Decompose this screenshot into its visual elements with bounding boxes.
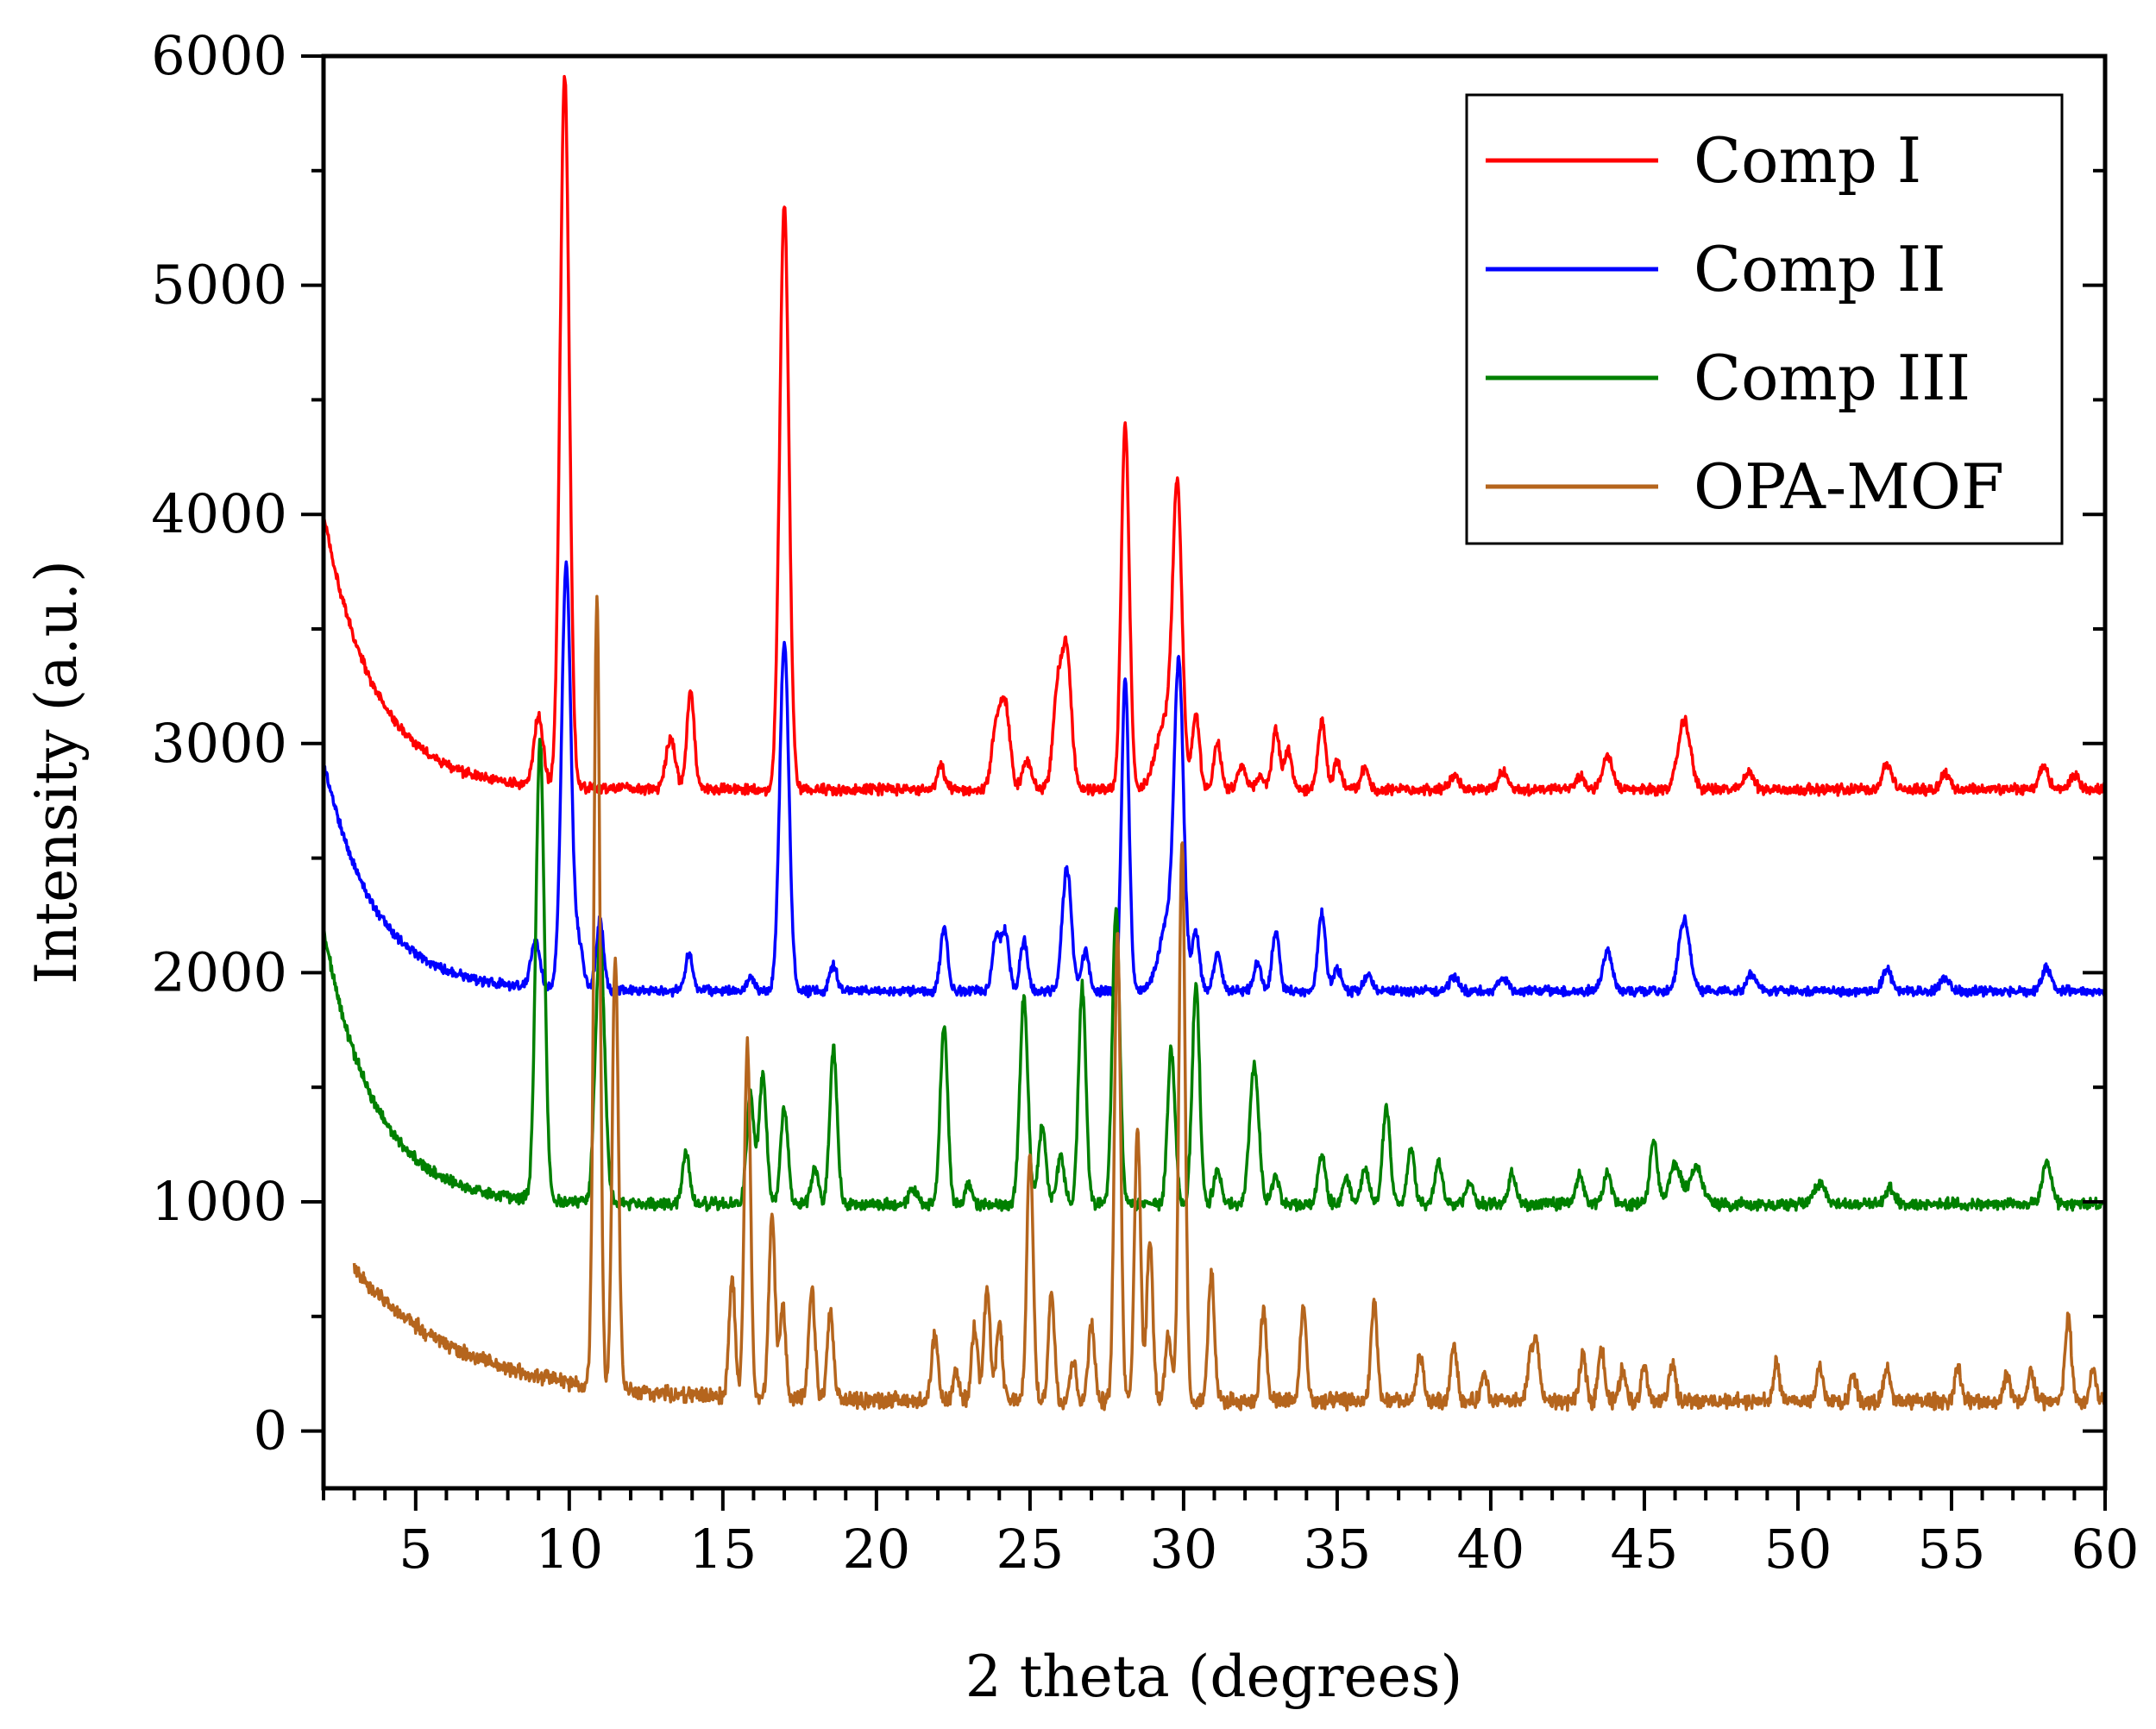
y-tick-label: 4000: [151, 482, 287, 545]
x-tick-label: 10: [535, 1518, 603, 1581]
x-tick-label: 40: [1456, 1518, 1524, 1581]
series-line: [322, 560, 2107, 999]
x-tick-label: 45: [1610, 1518, 1678, 1581]
x-axis-title: 2 theta (degrees): [965, 1644, 1463, 1710]
legend: Comp I Comp II Comp III OPA-MOF: [1465, 93, 2064, 545]
y-axis: 0 1000 2000 3000 4000 5000 6000: [151, 24, 2105, 1462]
x-tick-label: 5: [399, 1518, 432, 1581]
legend-label: OPA-MOF: [1694, 450, 2004, 523]
legend-box: [1465, 93, 2064, 545]
series-layer: [322, 74, 2107, 1412]
x-tick-label: 30: [1149, 1518, 1217, 1581]
x-tick-label: 60: [2071, 1518, 2140, 1581]
x-tick-label: 25: [996, 1518, 1064, 1581]
y-tick-label: 0: [254, 1399, 287, 1462]
y-tick-label: 6000: [151, 24, 287, 87]
y-tick-label: 1000: [151, 1170, 287, 1233]
x-tick-label: 20: [842, 1518, 910, 1581]
y-axis-title: Intensity (a.u.): [23, 560, 90, 984]
x-axis: 5 10 15 20 25 30 35 40 45 50 55 60: [322, 1488, 2140, 1581]
legend-label: Comp III: [1694, 342, 1971, 414]
legend-label: Comp I: [1694, 124, 1921, 197]
x-tick-label: 15: [688, 1518, 757, 1581]
x-tick-label: 50: [1764, 1518, 1832, 1581]
series-line: [352, 594, 2107, 1412]
y-tick-label: 5000: [151, 254, 287, 317]
x-tick-label: 55: [1918, 1518, 1986, 1581]
x-tick-label: 35: [1303, 1518, 1371, 1581]
y-tick-label: 2000: [151, 940, 287, 1003]
series-line: [322, 74, 2107, 797]
legend-label: Comp II: [1694, 233, 1946, 305]
y-tick-label: 3000: [151, 712, 287, 775]
